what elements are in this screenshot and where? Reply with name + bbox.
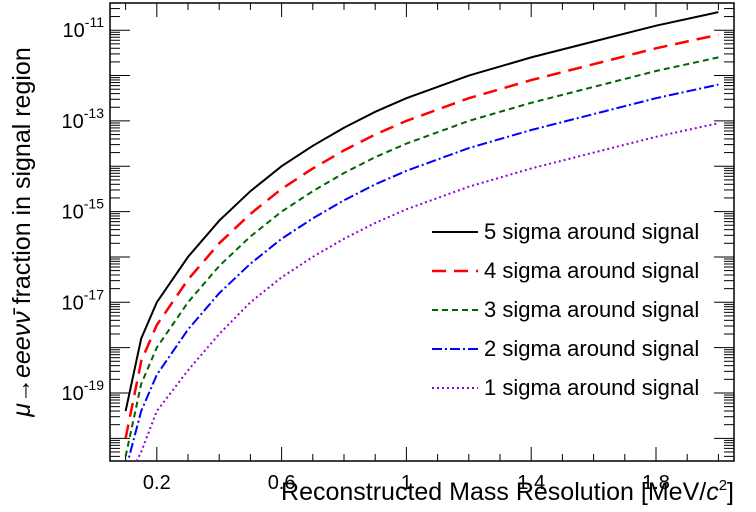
legend-label-1sigma: 1 sigma around signal (484, 375, 699, 400)
y-tick-label: 10-15 (62, 196, 105, 224)
legend-label-3sigma: 3 sigma around signal (484, 297, 699, 322)
series-line-5sigma (124, 11, 719, 412)
series-line-2sigma (126, 83, 719, 461)
legend: 5 sigma around signal 4 sigma around sig… (432, 219, 699, 400)
plot-frame (109, 2, 735, 462)
x-tick-label: 0.6 (268, 472, 296, 494)
legend-label-4sigma: 4 sigma around signal (484, 258, 699, 283)
series-line-4sigma (124, 33, 719, 439)
y-tick-label: 10-19 (62, 377, 105, 405)
tick-labels: 0.2 0.6 1 1.4 1.8 10-11 10-13 10-15 10-17 10-19 (62, 14, 670, 494)
y-tick-label: 10-11 (63, 14, 105, 42)
x-tick-label: 0.2 (143, 472, 171, 494)
y-tick-label: 10-17 (62, 286, 105, 314)
series-line-3sigma (124, 56, 719, 457)
legend-label-2sigma: 2 sigma around signal (484, 336, 699, 361)
x-tick-label: 1.8 (642, 472, 670, 494)
y-axis-title: μ→eeeνν̄ fraction in signal region (8, 47, 36, 417)
axis-ticks (110, 3, 734, 461)
series-lines (124, 11, 719, 461)
x-tick-label: 1.4 (517, 472, 545, 494)
x-axis-title: Reconstructed Mass Resolution [MeV/c2] (281, 477, 734, 506)
x-tick-label: 1 (401, 472, 412, 494)
legend-label-5sigma: 5 sigma around signal (484, 219, 699, 244)
y-tick-label: 10-13 (62, 105, 105, 133)
